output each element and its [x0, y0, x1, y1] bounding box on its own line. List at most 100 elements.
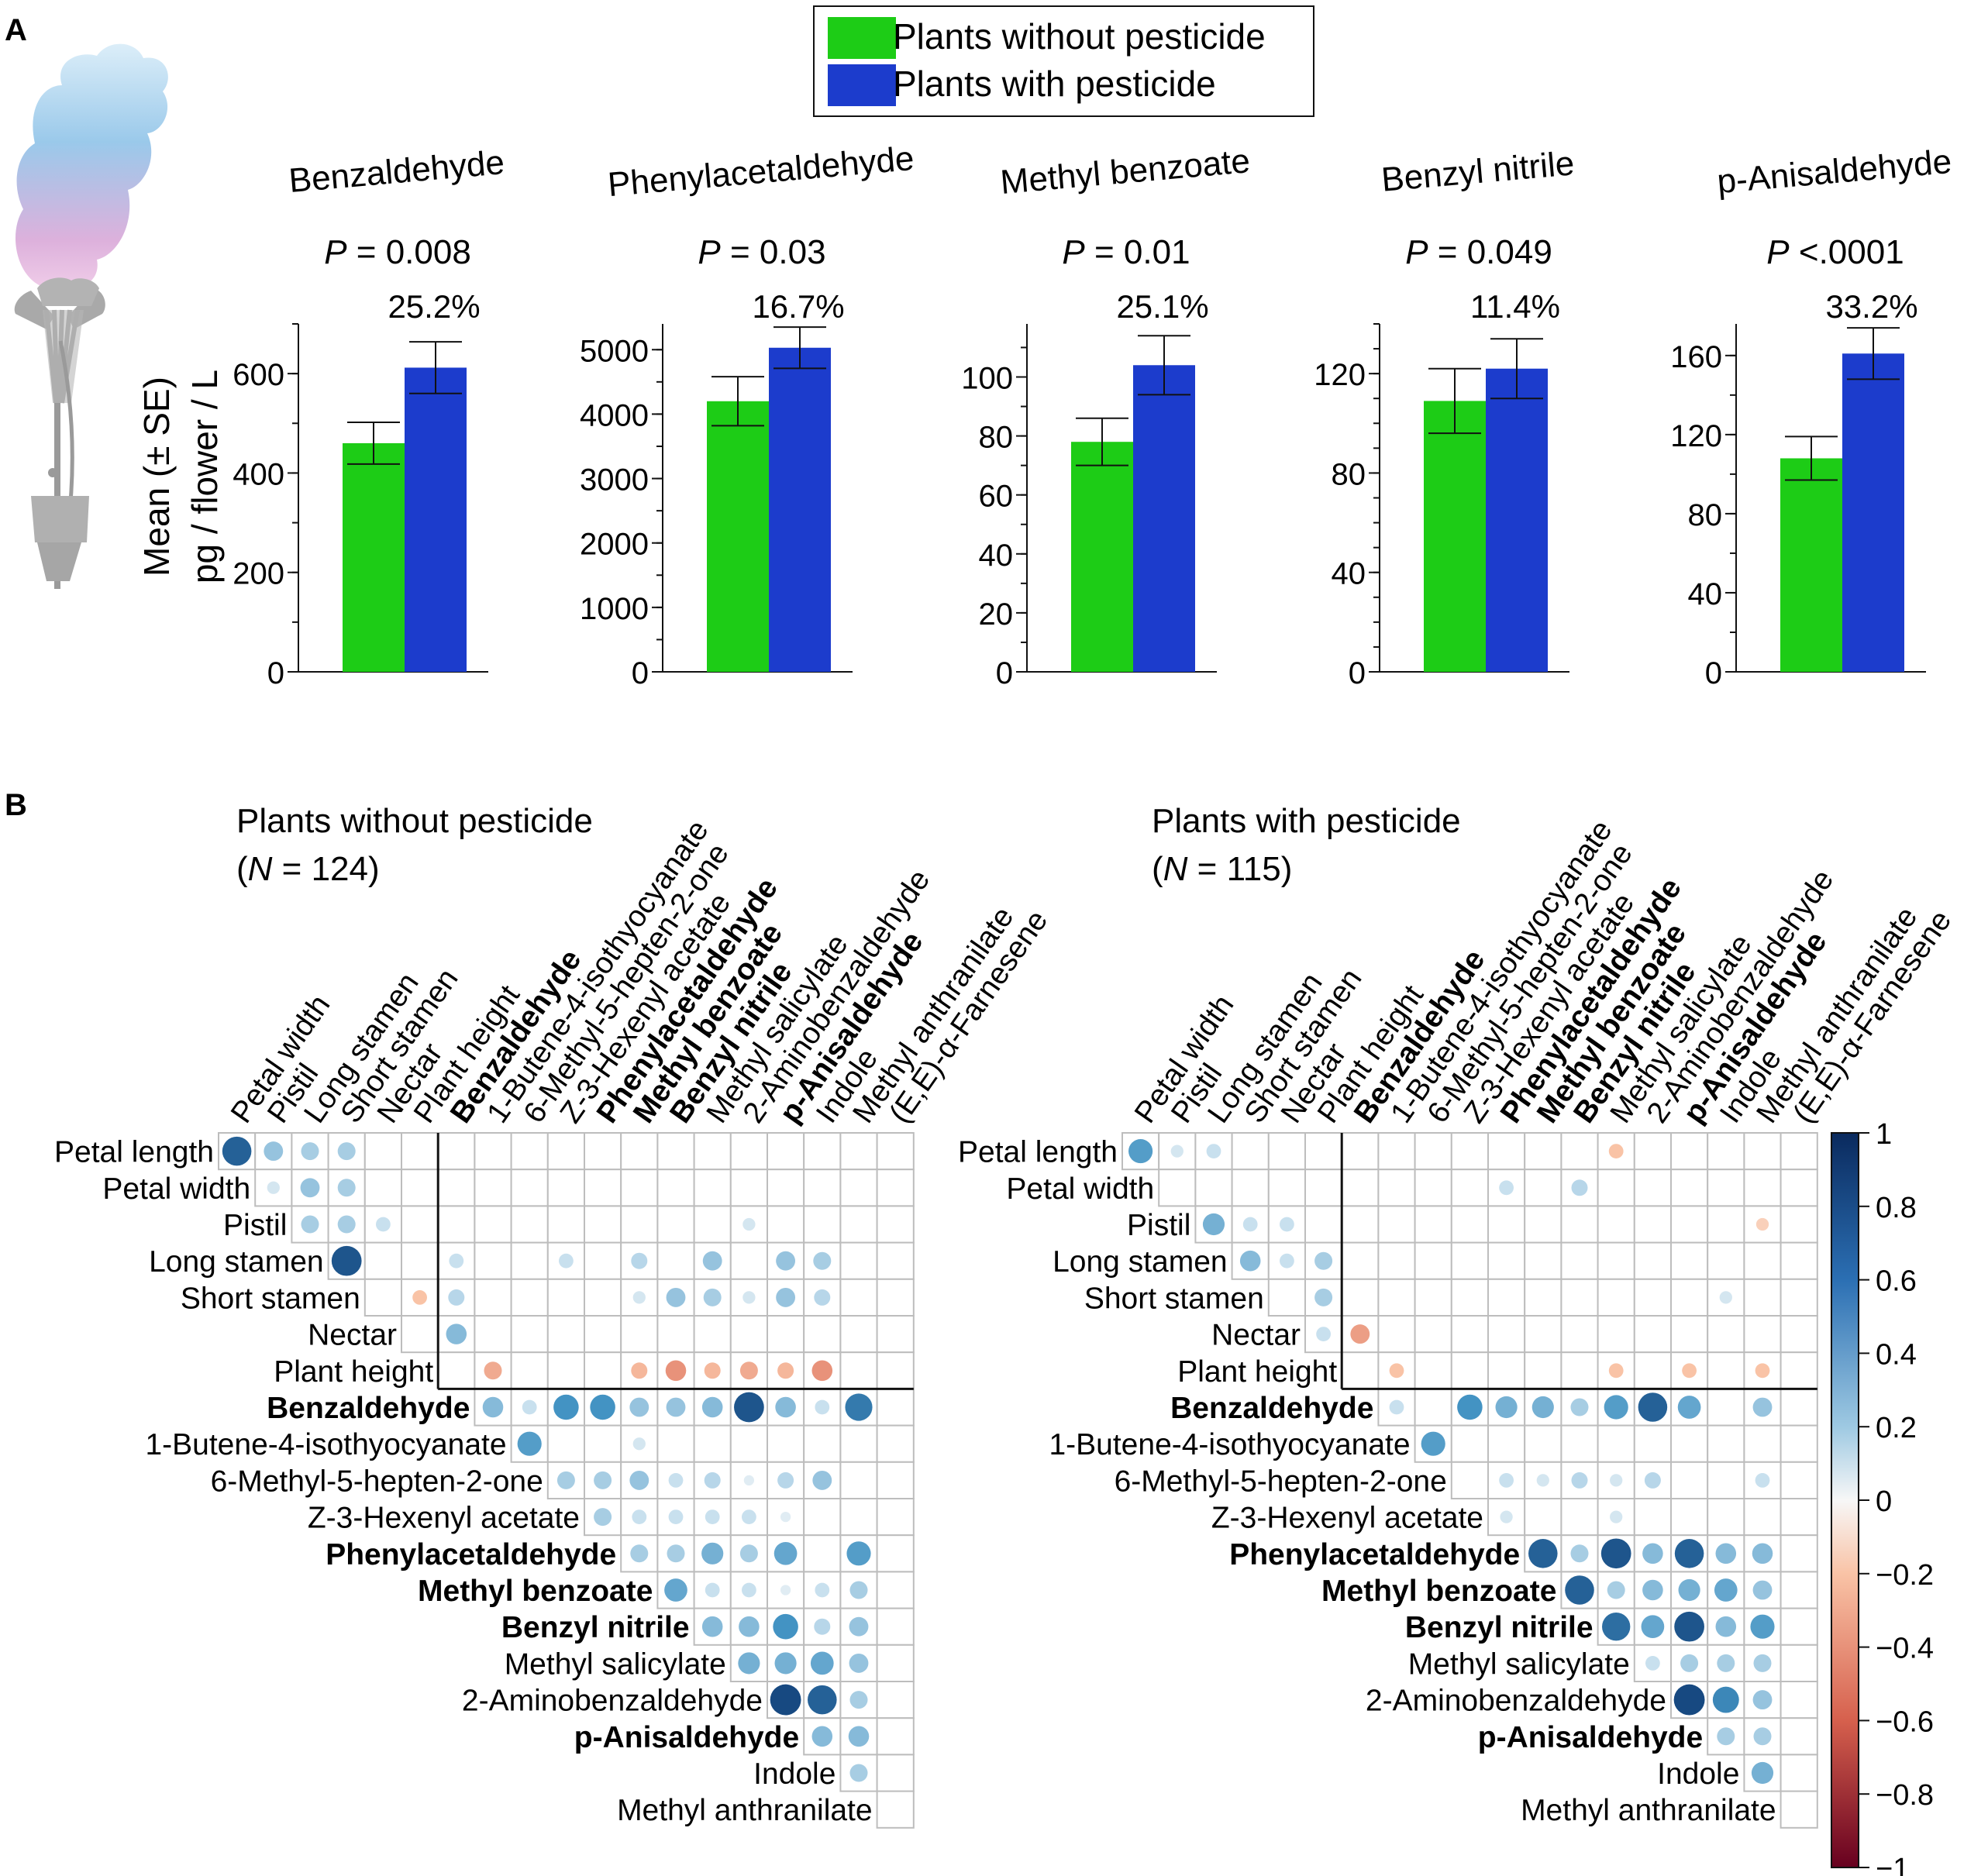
matrix-cell: [510, 1315, 549, 1354]
correlation-dot: [630, 1544, 649, 1563]
correlation-dot: [848, 1726, 870, 1747]
matrix-cell: [584, 1205, 622, 1244]
matrix-cell: [1633, 1351, 1673, 1390]
matrix-cell: [1780, 1754, 1818, 1792]
correlation-dot: [1602, 1613, 1631, 1641]
matrix-cell: [729, 1424, 768, 1463]
matrix-cell: [839, 1205, 878, 1244]
correlation-dot: [1239, 1250, 1261, 1272]
matrix-cell: [1231, 1132, 1270, 1171]
row-label: Plant height: [1177, 1355, 1337, 1389]
matrix-cell: [1633, 1498, 1673, 1537]
correlation-dot: [1678, 1578, 1700, 1602]
correlation-dot: [1638, 1392, 1668, 1422]
error-bar: [773, 326, 826, 370]
matrix-cell: [474, 1241, 512, 1280]
correlation-dot: [1206, 1144, 1221, 1158]
row-label: Methyl salicylate: [1408, 1647, 1630, 1681]
matrix-cell: [876, 1644, 915, 1683]
matrix-cell: [1304, 1132, 1343, 1171]
matrix-cell: [876, 1351, 915, 1390]
colorbar-tick-label: −0.6: [1876, 1706, 1934, 1738]
matrix-cell: [1560, 1315, 1599, 1354]
matrix-cell: [474, 1278, 512, 1317]
row-label: Z-3-Hexenyl acetate: [1211, 1502, 1483, 1535]
correlation-dot: [1712, 1686, 1739, 1713]
matrix-cell: [1597, 1424, 1635, 1463]
error-bar: [1785, 435, 1838, 481]
sample-size: (N = 115): [1152, 850, 1292, 888]
percent-increase: 16.7%: [752, 288, 844, 325]
matrix-cell: [291, 1205, 329, 1244]
correlation-dot: [337, 1142, 356, 1161]
y-tick-label: 80: [979, 421, 1014, 455]
matrix-cell: [803, 1315, 842, 1354]
row-label: p-Anisaldehyde: [1478, 1721, 1703, 1754]
row-label: Short stamen: [181, 1282, 360, 1315]
matrix-cell: [656, 1205, 695, 1244]
correlation-dot: [1610, 1474, 1623, 1487]
matrix-cell: [1414, 1132, 1452, 1171]
matrix-cell: [693, 1424, 732, 1463]
correlation-dot: [301, 1215, 319, 1234]
matrix-cell: [363, 1169, 402, 1207]
error-bar: [347, 422, 400, 465]
bar-chart-title: Methyl benzoate: [999, 142, 1252, 201]
y-tick-label: 600: [233, 358, 284, 392]
correlation-dot: [701, 1616, 723, 1637]
correlation-dot: [1755, 1473, 1770, 1488]
matrix-cell: [803, 1205, 842, 1244]
matrix-cell: [876, 1790, 915, 1829]
y-tick-label: 0: [632, 656, 649, 690]
row-label: 1-Butene-4-isothyocyanate: [145, 1428, 506, 1461]
matrix-cell: [729, 1241, 768, 1280]
y-tick-label: 100: [961, 361, 1013, 395]
correlation-dot: [849, 1691, 868, 1709]
correlation-dot: [770, 1684, 801, 1716]
row-label: Benzyl nitrile: [1405, 1611, 1594, 1644]
matrix-cell: [1707, 1498, 1745, 1537]
row-label: Petal length: [958, 1136, 1118, 1169]
p-value: P = 0.03: [698, 233, 825, 271]
matrix-cell: [876, 1571, 915, 1609]
correlation-dot: [1536, 1474, 1549, 1487]
matrix-cell: [1450, 1315, 1490, 1354]
correlation-dot: [590, 1394, 615, 1420]
panel-label-b: B: [5, 788, 27, 822]
correlation-dot: [1682, 1363, 1697, 1379]
matrix-cell: [767, 1424, 805, 1463]
matrix-cell: [1524, 1351, 1562, 1390]
row-label: Pistil: [1127, 1209, 1190, 1242]
matrix-cell: [1707, 1388, 1745, 1427]
correlation-dot: [1500, 1510, 1513, 1523]
matrix-cell: [1377, 1205, 1416, 1244]
correlation-dot: [1753, 1727, 1772, 1746]
matrix-title: Plants with pesticide: [1152, 802, 1461, 840]
y-tick-label: 60: [979, 480, 1014, 514]
matrix-cell: [1414, 1278, 1452, 1317]
matrix-cell: [1487, 1132, 1526, 1171]
y-tick-label: 40: [1332, 557, 1366, 591]
matrix-cell: [363, 1241, 402, 1280]
matrix-cell: [1524, 1461, 1562, 1500]
correlation-dot: [1750, 1614, 1775, 1639]
correlation-dot: [667, 1544, 685, 1563]
matrix-cell: [767, 1315, 805, 1354]
matrix-cell: [767, 1205, 805, 1244]
error-bar: [409, 341, 462, 394]
row-label: Phenylacetaldehyde: [1229, 1538, 1520, 1571]
matrix-cell: [620, 1169, 659, 1207]
y-tick-label: 80: [1332, 457, 1366, 491]
correlation-dot: [559, 1253, 574, 1268]
matrix-cell: [1633, 1315, 1673, 1354]
row-label: Petal width: [1006, 1172, 1154, 1206]
correlation-dot: [738, 1652, 760, 1675]
matrix-cell: [546, 1205, 585, 1244]
error-bar: [1490, 338, 1543, 400]
matrix-cell: [1560, 1498, 1599, 1537]
colorbar-tick-label: 0.6: [1876, 1265, 1917, 1298]
bar-with-pesticide: [769, 347, 831, 672]
row-label: Short stamen: [1084, 1282, 1264, 1315]
correlation-dot: [849, 1764, 868, 1782]
y-tick-label: 0: [1349, 656, 1366, 690]
